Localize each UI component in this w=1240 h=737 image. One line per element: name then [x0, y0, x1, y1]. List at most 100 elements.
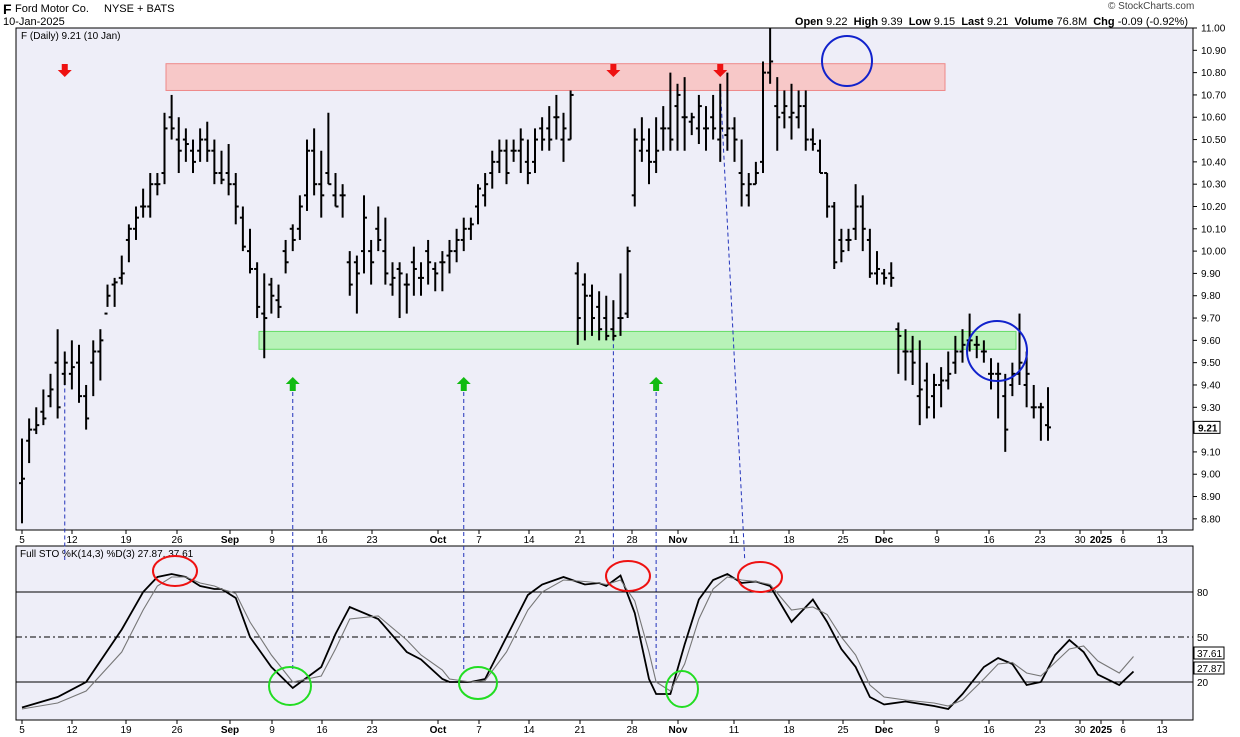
price-bar: [517, 128, 524, 174]
price-bar: [909, 335, 916, 385]
price-bar: [581, 273, 588, 341]
x-tick-label: 23: [1034, 535, 1046, 546]
x-tick-label: 12: [66, 725, 78, 736]
price-bar: [19, 438, 25, 524]
last-price-label: 9.21: [1198, 423, 1218, 434]
chart-header: F Ford Motor Co. NYSE + BATS 10-Jan-2025…: [0, 0, 1240, 30]
price-bar: [959, 329, 966, 363]
x-tick-label: 9: [269, 535, 275, 546]
price-tick-label: 10.00: [1201, 247, 1226, 258]
price-bar: [624, 246, 631, 319]
price-bar: [795, 90, 802, 129]
price-tick-label: 9.00: [1201, 470, 1221, 481]
x-tick-label: 18: [783, 535, 795, 546]
x-tick-label: 16: [983, 535, 995, 546]
price-bar: [560, 112, 567, 162]
price-bar: [261, 273, 268, 359]
price-bar: [923, 362, 930, 419]
price-bar: [175, 117, 182, 174]
x-tick-label: Dec: [875, 725, 894, 736]
x-tick-label: 23: [1034, 725, 1046, 736]
price-bar: [1023, 351, 1030, 408]
x-tick-label: 2025: [1090, 725, 1113, 736]
x-tick-label: 14: [523, 725, 535, 736]
price-bar: [1045, 387, 1051, 441]
x-tick-label: Sep: [221, 725, 239, 736]
price-bar: [752, 161, 759, 186]
green-circle: [458, 666, 498, 700]
x-tick-label: Nov: [669, 725, 688, 736]
chg-value: -0.09 (-0.92%): [1117, 16, 1188, 28]
price-bar: [97, 329, 104, 381]
price-bar: [40, 389, 47, 426]
price-bar: [532, 128, 538, 174]
price-bar: [952, 335, 959, 374]
price-bar: [125, 224, 132, 263]
price-bar: [774, 77, 781, 151]
price-bar: [710, 94, 717, 140]
resistance-connector: [719, 85, 746, 561]
high-value: 9.39: [881, 16, 903, 28]
price-tick-label: 9.40: [1201, 380, 1221, 391]
x-tick-label: 7: [476, 725, 482, 736]
last-price-box: [1193, 420, 1221, 434]
price-bar: [268, 277, 275, 314]
stochastic-value-box: [1193, 646, 1225, 660]
price-bar: [239, 206, 246, 252]
stochastic-k-line: [21, 572, 1135, 710]
price-bar: [695, 94, 702, 145]
price-bar: [275, 284, 282, 319]
price-bar: [866, 228, 873, 278]
red-circle: [737, 561, 783, 593]
x-tick-label: Nov: [669, 535, 688, 546]
resistance-arrow-icon: [606, 64, 621, 77]
price-bar: [973, 335, 980, 359]
x-tick-label: 16: [983, 725, 995, 736]
price-bar: [988, 358, 994, 390]
price-bar: [938, 367, 945, 408]
support-arrow-icon: [285, 377, 300, 391]
x-tick-label: 2025: [1090, 535, 1113, 546]
price-bar: [467, 217, 474, 240]
price-bar: [154, 173, 161, 196]
price-bar: [852, 184, 859, 240]
ticker-logo: F: [3, 1, 12, 17]
x-tick-label: 11: [729, 725, 740, 736]
price-bar: [745, 173, 752, 207]
price-bar: [197, 128, 204, 162]
price-bar: [225, 144, 232, 196]
price-tick-label: 10.80: [1201, 68, 1226, 79]
price-bar: [539, 117, 546, 151]
price-panel-title: F (Daily) 9.21 (10 Jan): [21, 31, 120, 42]
price-bar: [83, 384, 90, 430]
price-bar: [831, 202, 838, 269]
price-tick-label: 9.70: [1201, 314, 1221, 325]
price-bar: [26, 418, 33, 464]
price-tick-label: 10.60: [1201, 113, 1226, 124]
price-bar: [888, 262, 895, 287]
price-bar: [304, 139, 310, 211]
price-bar: [375, 206, 382, 252]
price-bar: [653, 117, 660, 174]
price-tick-label: 10.40: [1201, 157, 1226, 168]
price-bar: [211, 139, 218, 185]
price-bar: [418, 262, 424, 296]
price-tick-label: 10.20: [1201, 202, 1226, 213]
x-tick-label: 25: [837, 535, 849, 546]
price-bar: [788, 83, 795, 140]
price-bar: [809, 128, 816, 151]
price-bar: [182, 128, 189, 162]
x-tick-label: 5: [19, 725, 25, 736]
x-tick-label: 11: [729, 535, 740, 546]
resistance-arrow-icon: [57, 64, 72, 77]
price-tick-label: 9.80: [1201, 291, 1221, 302]
price-bar: [147, 173, 154, 218]
price-bar: [1030, 384, 1037, 419]
x-tick-label: 13: [1156, 535, 1168, 546]
price-bar: [731, 117, 738, 162]
x-tick-label: Oct: [430, 725, 447, 736]
stochastic-value-label: 27.87: [1197, 664, 1222, 675]
price-bar: [361, 195, 367, 274]
x-tick-label: 9: [934, 535, 940, 546]
price-bar: [510, 139, 517, 162]
